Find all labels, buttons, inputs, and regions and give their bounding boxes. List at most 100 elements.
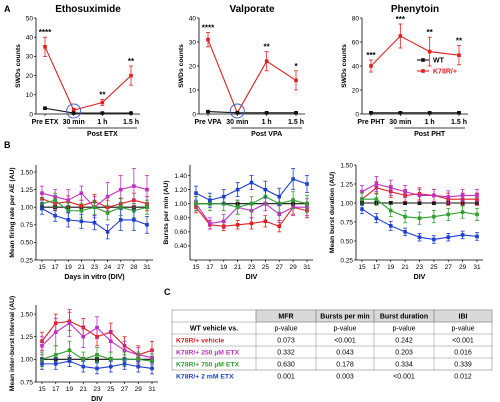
data-point: [81, 357, 86, 362]
table-cell: <0.001: [393, 374, 415, 381]
data-point: [403, 214, 407, 219]
data-point: [235, 187, 240, 192]
chart-mfr: 0.25 0.50 0.75 1.00 1.25 1.50 15 17 19 21 23 24 27 28…: [9, 165, 153, 281]
data-point: [79, 191, 84, 195]
chart-title: Ethosuximide: [55, 4, 121, 15]
chart-ethosuximide: 0 10 20 30 40 50 Pre ETX 30 min 1 h 1.5 h Ethosuxi…: [15, 4, 140, 138]
x-tick-label: 27: [445, 264, 453, 271]
x-tick-label: 19: [66, 386, 74, 393]
data-point: [460, 193, 465, 198]
data-point: [263, 187, 268, 192]
data-point: [264, 111, 269, 115]
data-point: [40, 343, 44, 348]
data-point: [427, 49, 432, 54]
table-subheader: p-value: [452, 326, 475, 333]
data-point: [403, 189, 407, 194]
x-tick-label: 29: [290, 264, 298, 271]
table-cell: 0.016: [454, 350, 472, 357]
x-axis-label: DIV: [414, 274, 426, 281]
data-point: [71, 111, 76, 115]
data-point: [277, 224, 282, 229]
group-label: Post ETX: [87, 131, 118, 138]
data-point: [66, 208, 71, 213]
y-tick-label: 1.25: [20, 187, 33, 194]
table-row-label: K78R/+ 750 µM ETX: [176, 362, 240, 369]
data-point: [208, 198, 212, 202]
table-column-header: IBI: [459, 314, 468, 321]
chart-title: Phenytoin: [391, 4, 439, 15]
x-tick-label: 25: [107, 386, 115, 393]
data-point: [432, 201, 436, 205]
data-point: [206, 37, 210, 42]
group-label: Post VPA: [251, 131, 282, 138]
table-column-header: MFR: [278, 314, 293, 321]
data-point: [446, 195, 451, 199]
data-point: [71, 108, 76, 112]
y-tick-label: 50: [26, 15, 34, 22]
data-point: [136, 357, 141, 362]
data-point: [53, 330, 58, 334]
y-tick-label: 20: [26, 73, 34, 80]
data-point: [294, 78, 298, 83]
series-line: [44, 107, 131, 114]
y-axis-label: SWDs counts: [178, 44, 185, 88]
data-point: [457, 53, 461, 57]
data-point: [67, 348, 72, 353]
x-tick-label: 23: [93, 386, 101, 393]
chart-valproate: 0 10 20 30 40 Pre VPA 30 min 1 h 1.5 h Valporate S…: [178, 4, 305, 138]
data-point: [53, 362, 58, 366]
data-point: [66, 218, 71, 222]
data-point: [427, 111, 432, 115]
significance-label: ***: [366, 51, 376, 60]
y-tick-label: 0.40: [174, 243, 187, 250]
x-tick-label: 1 h: [97, 119, 107, 126]
x-tick-label: 1.5 h: [288, 119, 304, 126]
y-tick-label: 40: [352, 63, 360, 70]
y-tick-label: 0.50: [340, 238, 353, 245]
table-cell: 0.339: [454, 362, 472, 369]
data-point: [43, 106, 47, 111]
table-subheader: p-value: [334, 326, 357, 333]
highlight-circle: [66, 103, 82, 119]
data-point: [432, 237, 436, 242]
data-point: [388, 224, 393, 228]
data-point: [150, 359, 154, 363]
y-tick-label: 0.75: [20, 379, 33, 386]
y-axis-label: Mean firing rate per AE (AU): [9, 167, 16, 257]
data-point: [67, 359, 72, 363]
series-line: [44, 46, 132, 111]
data-point: [108, 357, 113, 362]
table-cell: <0.001: [334, 338, 356, 345]
data-point: [100, 100, 105, 105]
x-axis-label: DIV: [91, 396, 103, 402]
data-point: [145, 187, 149, 192]
data-point: [388, 186, 393, 190]
data-point: [475, 234, 479, 239]
data-point: [105, 230, 110, 234]
data-point: [221, 194, 226, 199]
data-point: [457, 111, 461, 115]
data-point: [81, 334, 86, 339]
table-cell: 0.003: [336, 374, 354, 381]
data-point: [67, 321, 72, 325]
x-tick-label: 30 min: [389, 119, 411, 126]
y-axis-label: Bursts per min (AU): [163, 180, 170, 244]
data-point: [305, 201, 309, 206]
y-tick-label: 10: [26, 92, 34, 99]
x-tick-label: 31: [303, 264, 311, 271]
data-point: [194, 201, 198, 206]
y-tick-label: 0: [29, 111, 33, 118]
x-tick-label: 1.5 h: [123, 119, 139, 126]
data-point: [105, 194, 110, 199]
data-point: [132, 218, 136, 222]
y-tick-label: 1.50: [20, 169, 33, 176]
data-point: [417, 235, 422, 239]
table-subheader: p-value: [275, 326, 298, 333]
significance-label: **: [427, 28, 434, 37]
chart-phenytoin: 0 20 40 60 80 Pre PHT 30 min 1 h 1.5 h Phenytoin S…: [341, 4, 468, 138]
y-tick-label: 1.00: [340, 200, 353, 207]
table-row-label: K78R/+ vehicle: [176, 338, 224, 345]
y-tick-label: 1.50: [20, 311, 33, 318]
y-tick-label: 1.40: [174, 173, 187, 180]
chart-burstdur: 0.25 0.50 0.75 1.00 1.25 1.50 15 17 19 21 23 25 27 29…: [329, 162, 483, 281]
